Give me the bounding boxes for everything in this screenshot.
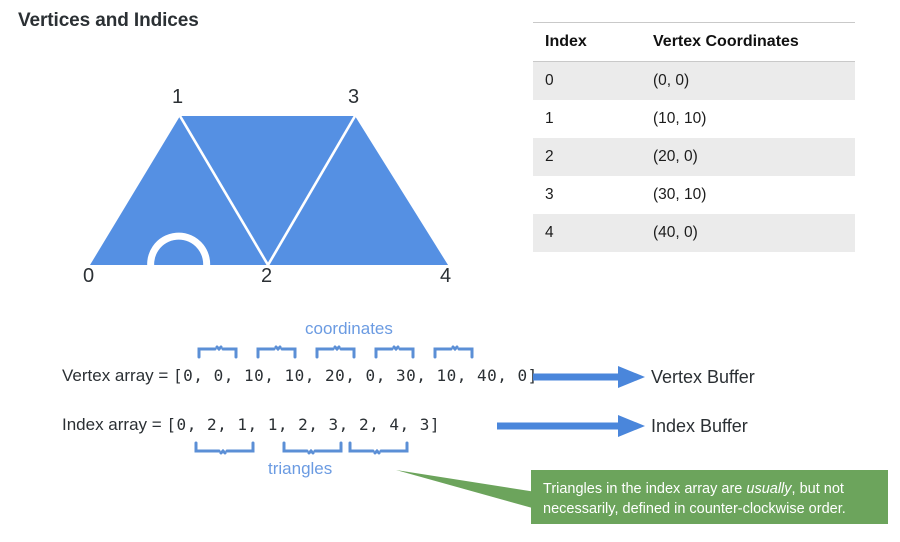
cell-index: 2 xyxy=(533,138,641,176)
triangles-group-label: triangles xyxy=(268,459,333,478)
callout-text-emphasis: usually xyxy=(746,481,792,497)
index-array-label: Index array = xyxy=(62,415,167,434)
index-array-values: [0, 2, 1, 1, 2, 3, 2, 4, 3] xyxy=(166,415,441,434)
callout-tail xyxy=(396,470,536,509)
vertex-buffer-label: Vertex Buffer xyxy=(651,367,755,387)
cell-index: 4 xyxy=(533,214,641,252)
vertex-array-values: [0, 0, 10, 10, 20, 0, 30, 10, 40, 0] xyxy=(173,366,538,385)
triangle-braces xyxy=(194,441,409,455)
table-row: 1 (10, 10) xyxy=(533,100,855,138)
vertex-label-3: 3 xyxy=(348,86,360,108)
callout-text-before: Triangles in the index array are xyxy=(543,481,747,497)
cell-index: 3 xyxy=(533,176,641,214)
vertex-coordinates-table: Index Vertex Coordinates 0 (0, 0) 1 (10,… xyxy=(533,22,855,252)
table-row: 3 (30, 10) xyxy=(533,176,855,214)
callout-box: Triangles in the index array are usually… xyxy=(531,470,888,524)
edge-2-3 xyxy=(266,115,357,266)
cell-index: 0 xyxy=(533,61,641,100)
cell-coords: (40, 0) xyxy=(641,214,855,252)
vertex-array-label: Vertex array = xyxy=(62,366,174,385)
table-row: 4 (40, 0) xyxy=(533,214,855,252)
vertex-label-0: 0 xyxy=(83,265,95,287)
index-buffer-label: Index Buffer xyxy=(651,416,748,436)
trapezoid-shape xyxy=(90,116,448,265)
table-row: 2 (20, 0) xyxy=(533,138,855,176)
vertex-label-2: 2 xyxy=(261,265,273,287)
callout-text-after: , but not necessarily, defined in counte… xyxy=(543,481,846,517)
column-header-index: Index xyxy=(533,22,641,62)
trapezoid-svg xyxy=(90,115,448,296)
index-buffer-arrow xyxy=(497,415,645,437)
mesh-diagram: 0 1 2 3 4 xyxy=(0,75,500,310)
table-row: 0 (0, 0) xyxy=(533,61,855,100)
vertex-label-1: 1 xyxy=(172,86,184,108)
table-header-row: Index Vertex Coordinates xyxy=(533,22,855,62)
counter-clockwise-rotation-icon xyxy=(147,232,211,296)
edge-1-2 xyxy=(178,115,270,266)
index-array-row: Index array = [0, 2, 1, 1, 2, 3, 2, 4, 3… xyxy=(62,415,440,435)
column-header-coords: Vertex Coordinates xyxy=(641,22,855,62)
vertex-array-row: Vertex array = [0, 0, 10, 10, 20, 0, 30,… xyxy=(62,366,538,386)
cell-index: 1 xyxy=(533,100,641,138)
coordinates-group-label: coordinates xyxy=(305,319,393,338)
page-title: Vertices and Indices xyxy=(18,10,199,31)
cell-coords: (10, 10) xyxy=(641,100,855,138)
cell-coords: (0, 0) xyxy=(641,61,855,100)
vertex-buffer-arrow xyxy=(533,366,645,388)
coordinate-braces xyxy=(197,345,474,359)
cell-coords: (30, 10) xyxy=(641,176,855,214)
cell-coords: (20, 0) xyxy=(641,138,855,176)
vertex-label-4: 4 xyxy=(440,265,452,287)
